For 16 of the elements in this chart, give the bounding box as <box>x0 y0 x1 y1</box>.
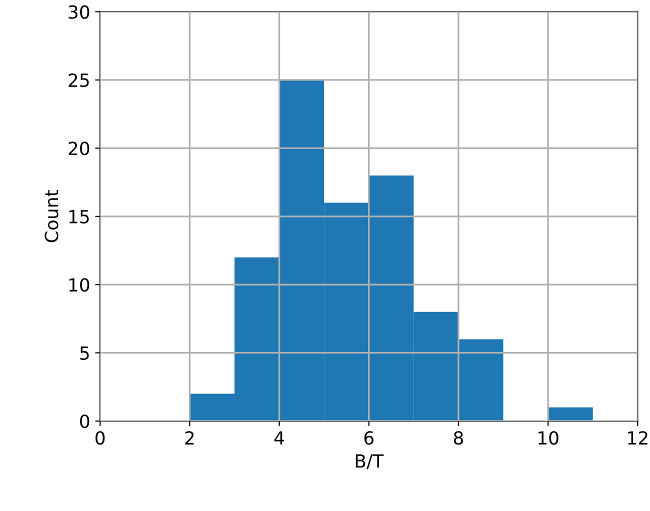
x-tick-label: 2 <box>185 431 194 445</box>
y-tick-label: 30 <box>68 5 90 19</box>
y-axis-title: Count <box>44 190 58 242</box>
x-tick-label: 10 <box>538 431 558 445</box>
y-tick-label: 5 <box>80 346 89 360</box>
y-tick-label: 25 <box>68 73 89 88</box>
x-axis-title: B/T <box>356 454 384 470</box>
y-tick-label: 20 <box>68 142 90 156</box>
x-tick-label: 6 <box>364 431 374 445</box>
x-tick-label: 4 <box>274 431 284 445</box>
x-tick-label: 12 <box>628 431 648 445</box>
y-tick-label: 10 <box>69 278 90 292</box>
y-tick-label: 0 <box>80 414 90 428</box>
x-tick-label: 8 <box>454 431 463 445</box>
y-tick-label: 15 <box>69 210 89 224</box>
x-tick-label: 0 <box>96 431 105 445</box>
